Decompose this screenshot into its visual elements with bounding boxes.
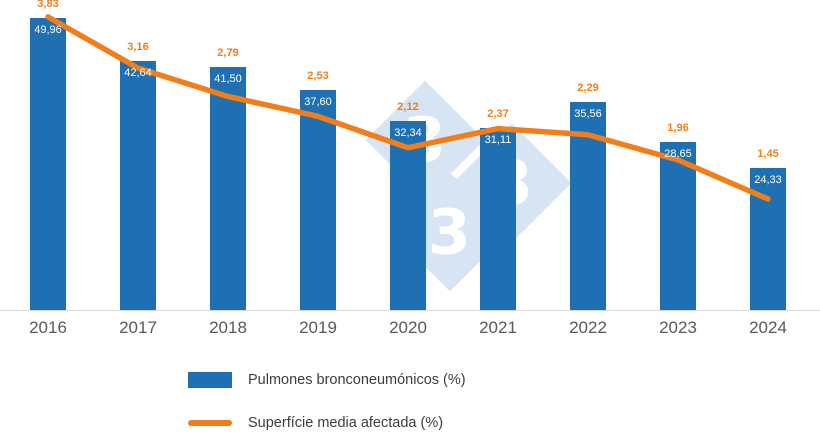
x-axis-label: 2024 — [749, 318, 787, 337]
line-value-label: 3,16 — [127, 40, 149, 53]
bar-2016 — [30, 17, 66, 310]
bar-value-label: 31,11 — [484, 134, 512, 147]
x-axis-label: 2017 — [119, 318, 157, 337]
x-axis-label: 2023 — [659, 318, 697, 337]
legend-item-bars: Pulmones bronconeumónicos (%) — [188, 368, 466, 392]
x-axis-label: 2021 — [479, 318, 517, 337]
line-value-label: 2,12 — [397, 100, 419, 113]
bar-2023 — [660, 142, 696, 310]
bar-value-label: 41,50 — [214, 73, 242, 86]
line-value-label: 2,37 — [487, 108, 509, 121]
line-value-label: 1,96 — [667, 122, 689, 135]
line-value-label: 1,45 — [757, 147, 779, 160]
legend-item-line: Superfície media afectada (%) — [188, 411, 466, 435]
line-value-label: 2,79 — [217, 47, 239, 60]
legend-line-label: Superfície media afectada (%) — [248, 415, 444, 431]
bar-value-label: 37,60 — [304, 96, 332, 109]
bar-2018 — [210, 67, 246, 310]
x-axis-label: 2019 — [299, 318, 337, 337]
x-axis-label: 2022 — [569, 318, 607, 337]
legend-line-swatch — [188, 420, 232, 426]
bar-value-label: 32,34 — [394, 126, 422, 139]
bar-2019 — [300, 90, 336, 310]
line-value-label: 2,53 — [307, 70, 329, 83]
line-value-label: 2,29 — [577, 82, 599, 94]
bar-value-label: 49,96 — [34, 23, 62, 36]
legend-bar-label: Pulmones bronconeumónicos (%) — [248, 372, 466, 388]
bar-value-label: 35,56 — [574, 108, 602, 120]
line-value-label: 3,83 — [37, 0, 59, 10]
x-axis-label: 2018 — [209, 318, 247, 337]
bar-value-label: 28,65 — [664, 148, 692, 161]
x-axis-label: 2016 — [29, 318, 67, 337]
plot-area: 3 3 3 49,963,8342,643,1641,502,7937,602,… — [0, 0, 820, 311]
line-series — [45, 14, 771, 202]
bar-value-label: 24,33 — [754, 173, 782, 186]
bar-2021 — [480, 128, 516, 310]
bar-value-label: 42,64 — [124, 66, 152, 79]
line-path — [45, 14, 771, 202]
legend-bar-swatch — [188, 372, 232, 388]
bar-2017 — [120, 60, 156, 310]
legend: Pulmones bronconeumónicos (%) Superfície… — [188, 368, 466, 447]
x-axis-label: 2020 — [389, 318, 427, 337]
bar-2020 — [390, 120, 426, 310]
